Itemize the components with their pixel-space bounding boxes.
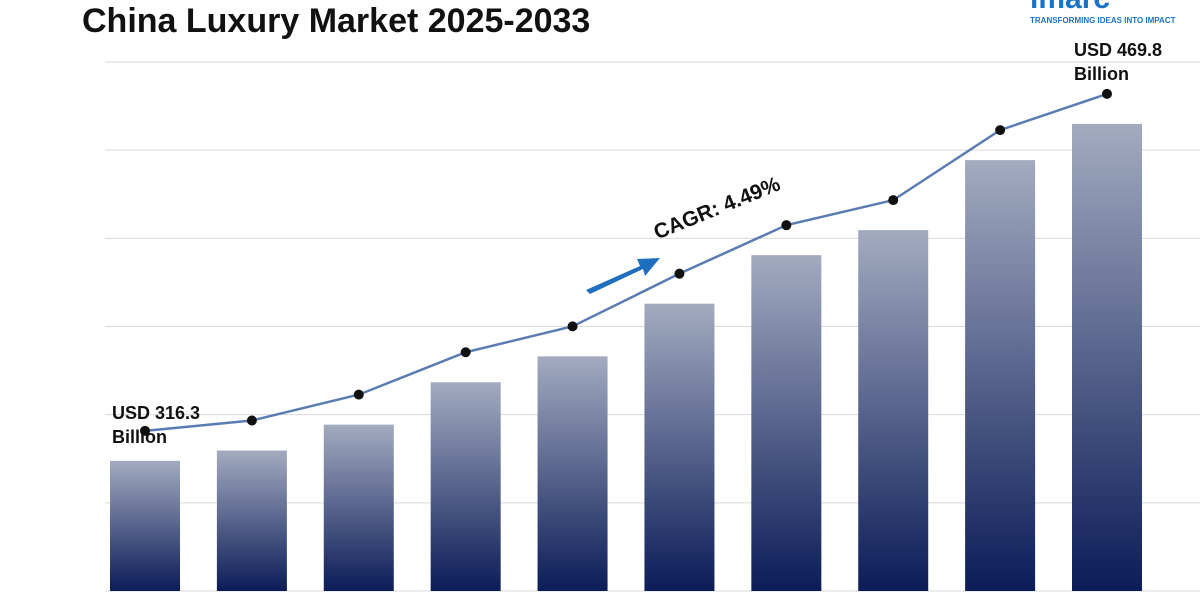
- bar: [751, 255, 822, 592]
- line-layer: [140, 88, 1112, 436]
- bar: [965, 160, 1036, 591]
- chart-title: China Luxury Market 2025-2033: [82, 2, 591, 40]
- bar: [644, 303, 715, 591]
- value-label: USD 316.3 Billion: [112, 402, 201, 447]
- bar: [110, 460, 180, 591]
- bar: [216, 450, 287, 591]
- trend-marker: [1102, 88, 1112, 99]
- logo-tagline: TRANSFORMING IDEAS INTO IMPACT: [1030, 16, 1176, 25]
- trend-marker: [246, 415, 257, 426]
- trend-marker: [567, 321, 578, 332]
- trend-marker: [674, 268, 685, 279]
- bars: [110, 123, 1142, 592]
- logo: imarc: [1030, 0, 1110, 16]
- trend-marker: [460, 347, 471, 358]
- cagr-arrow: [586, 258, 660, 294]
- bar: [430, 382, 501, 591]
- trend-marker: [140, 425, 150, 436]
- trend-marker: [995, 125, 1006, 136]
- bar: [858, 230, 929, 591]
- trend-marker: [781, 220, 792, 231]
- trend-marker: [888, 195, 899, 206]
- bar: [537, 356, 608, 591]
- bar: [1072, 123, 1142, 591]
- bar: [323, 424, 394, 591]
- value-label: USD 469.8 Billion: [1074, 39, 1163, 84]
- trend-line: [144, 92, 1108, 433]
- trend-marker: [353, 389, 364, 400]
